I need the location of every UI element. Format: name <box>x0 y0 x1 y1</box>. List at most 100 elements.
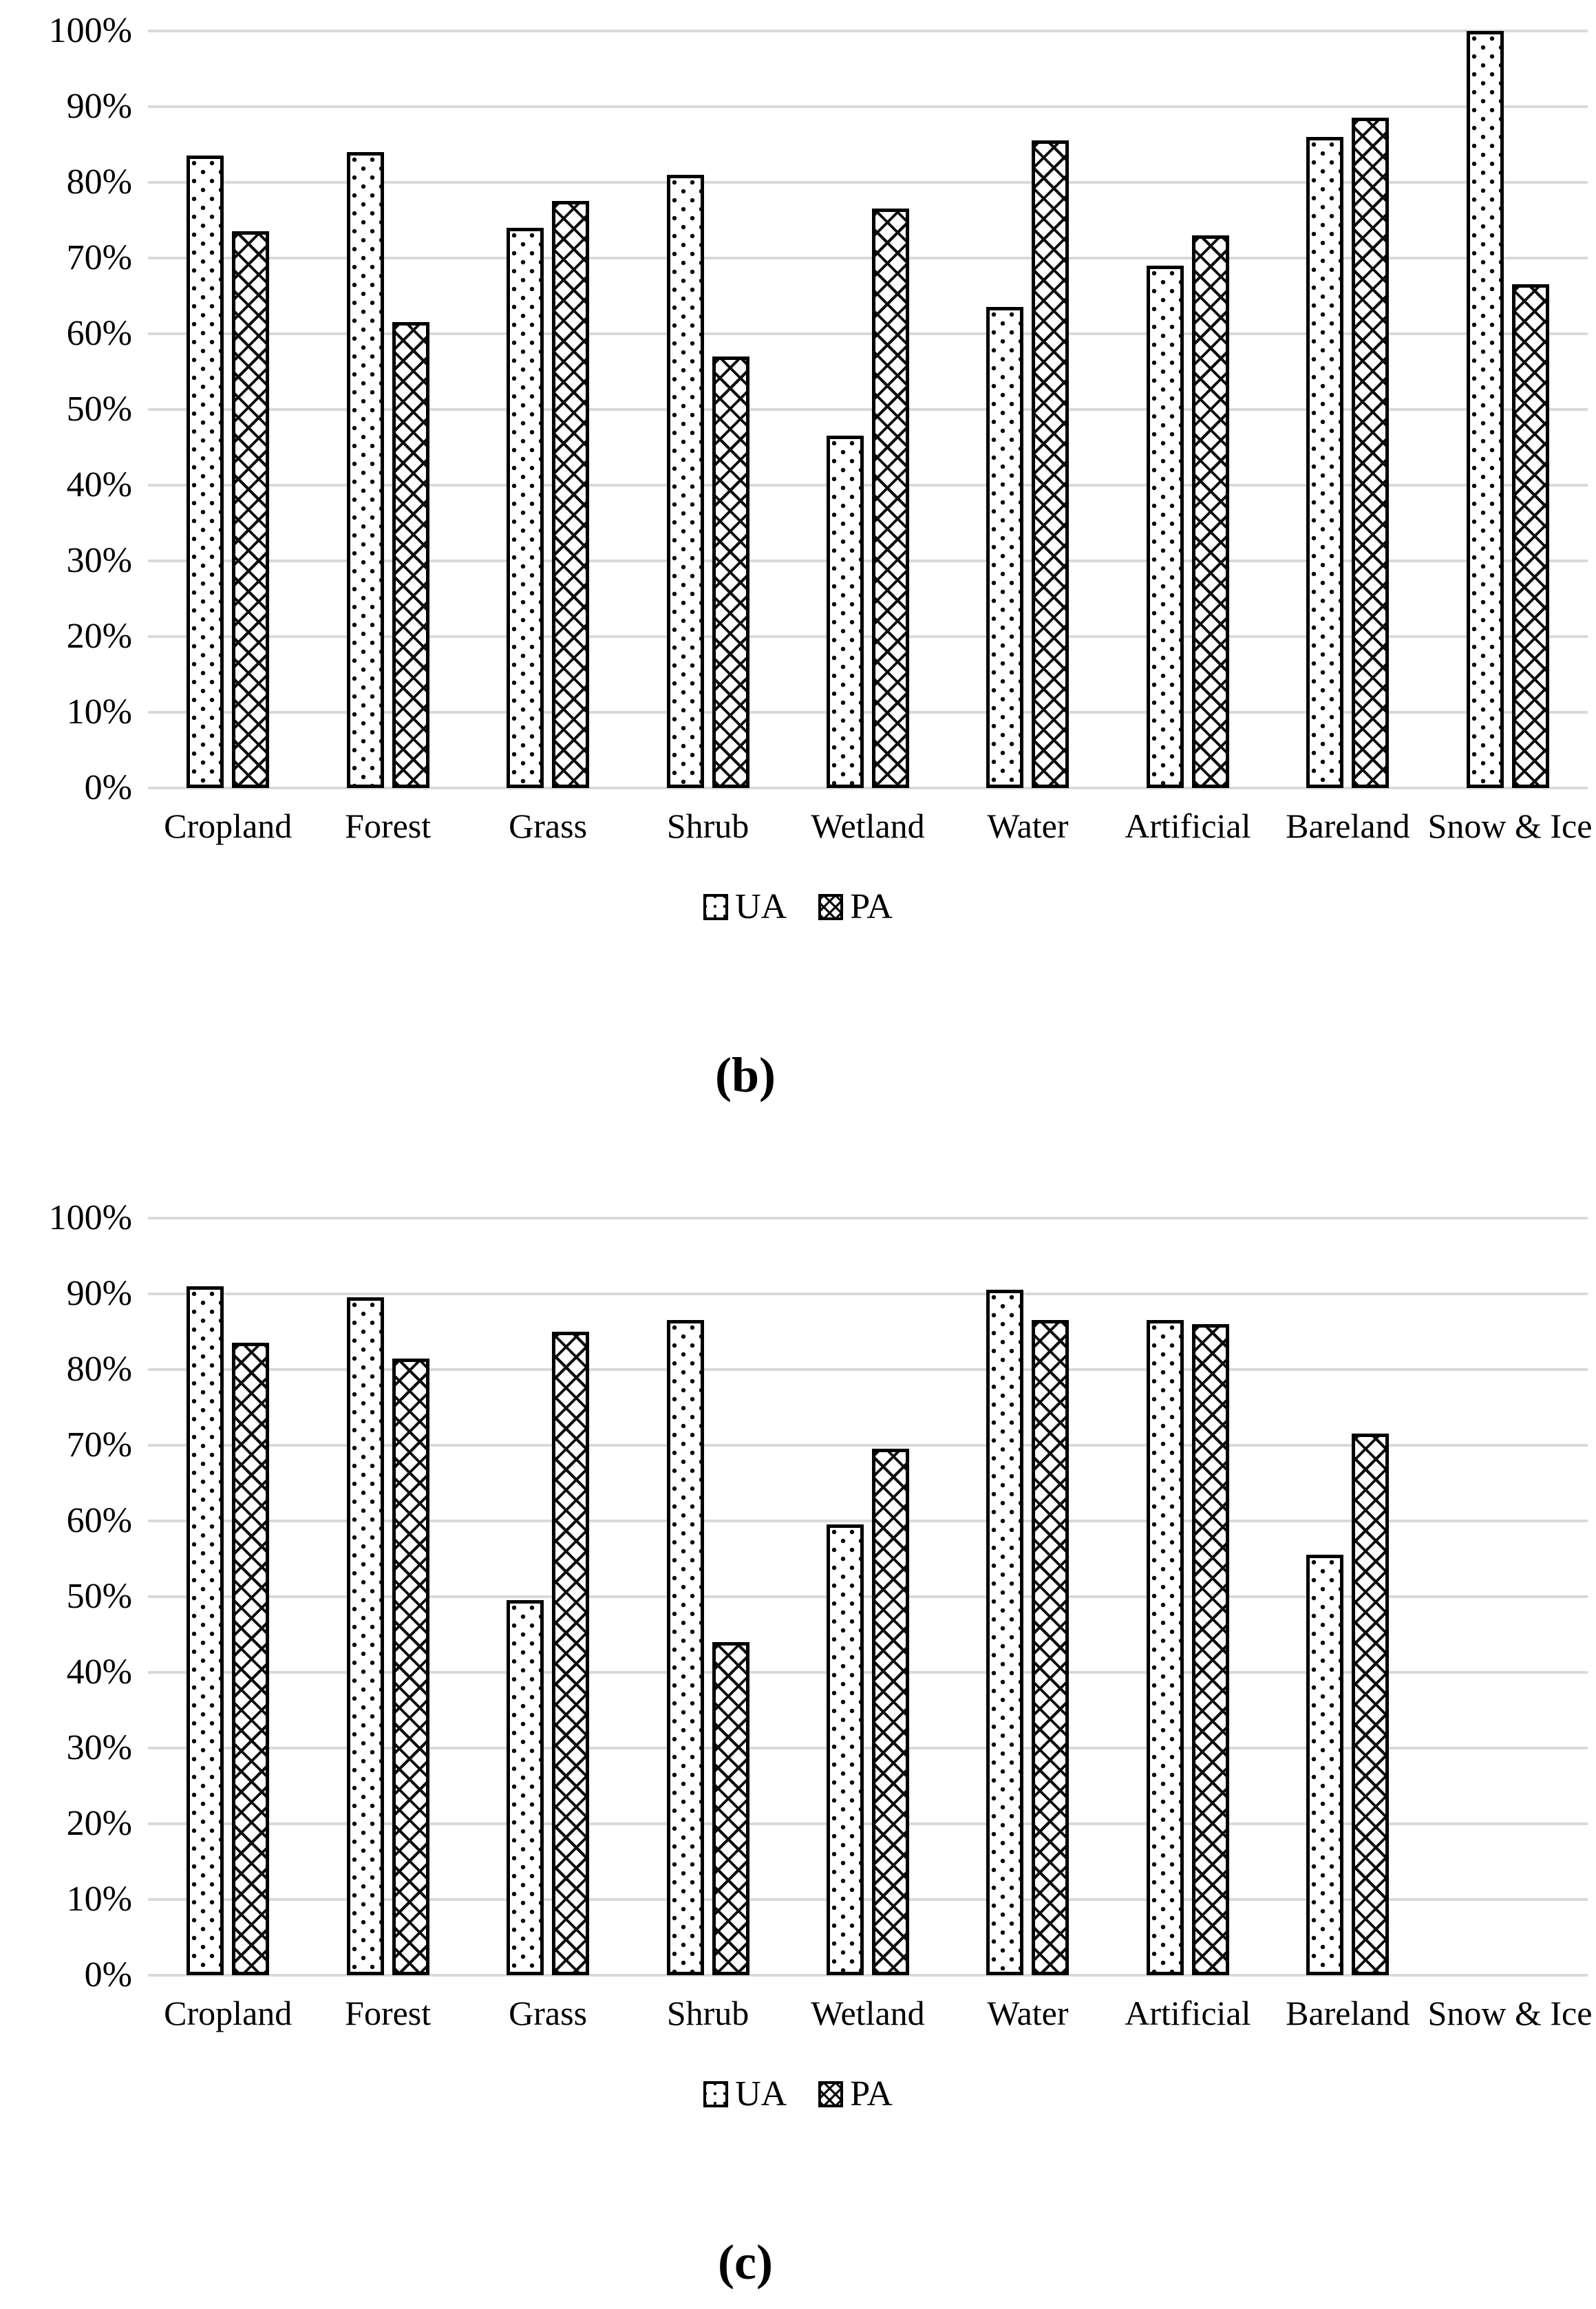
bar-c-forest-pa <box>392 1359 429 1975</box>
y-tick-label-c-60: 60% <box>66 1501 132 1540</box>
x-label-c-forest: Forest <box>345 1994 432 2032</box>
gridline-c-60 <box>148 1520 1588 1522</box>
gridline-b-30 <box>148 560 1588 562</box>
gridline-b-10 <box>148 711 1588 714</box>
bar-c-artificial-ua <box>1146 1320 1184 1975</box>
gridline-c-90 <box>148 1292 1588 1295</box>
bar-c-grass-pa <box>552 1332 590 1975</box>
pa-pattern-swatch-icon <box>818 894 844 920</box>
y-tick-label-c-50: 50% <box>66 1577 132 1616</box>
y-tick-label-c-90: 90% <box>66 1274 132 1313</box>
legend-item-c-pa: PA <box>818 2075 893 2114</box>
y-tick-label-c-10: 10% <box>66 1880 132 1919</box>
chart-c-y-axis: 100% 90% 80% 70% 60% 50% 40% 30% 20% 10% 0% <box>0 1199 132 1994</box>
y-tick-label-c-40: 40% <box>66 1652 132 1692</box>
bar-b-snow-ice-ua <box>1466 31 1504 788</box>
ua-pattern-swatch-icon <box>703 894 729 920</box>
gridline-c-10 <box>148 1898 1588 1901</box>
bar-c-shrub-pa <box>712 1642 749 1975</box>
legend-item-b-ua: UA <box>703 888 787 926</box>
y-tick-label-b-70: 70% <box>66 238 132 277</box>
chart-b-x-axis: Cropland Forest Grass Shrub Wetland Water Arti… <box>148 807 1593 848</box>
x-label-b-forest: Forest <box>345 807 432 845</box>
gridline-b-80 <box>148 181 1588 184</box>
y-tick-label-b-80: 80% <box>66 162 132 202</box>
chart-c-x-axis: Cropland Forest Grass Shrub Wetland Water Arti… <box>148 1994 1593 2035</box>
ua-pattern-swatch-icon <box>703 2081 729 2107</box>
chart-b-plot-area <box>148 30 1588 789</box>
x-label-c-water: Water <box>987 1994 1069 2032</box>
x-label-b-snow-ice: Snow & Ice <box>1427 807 1593 845</box>
gridline-b-50 <box>148 408 1588 411</box>
bar-c-bareland-pa <box>1352 1434 1390 1975</box>
bar-b-wetland-pa <box>872 209 909 788</box>
chart-b-legend: UA PA <box>0 888 1596 926</box>
x-label-c-artificial: Artificial <box>1125 1994 1251 2032</box>
bar-c-shrub-ua <box>666 1320 704 1975</box>
chart-c-plot-area <box>148 1217 1588 1977</box>
gridline-c-70 <box>148 1444 1588 1447</box>
x-label-b-shrub: Shrub <box>666 807 749 845</box>
y-tick-label-b-20: 20% <box>66 617 132 656</box>
gridline-b-60 <box>148 332 1588 335</box>
gridline-b-90 <box>148 105 1588 108</box>
y-tick-label-c-80: 80% <box>66 1350 132 1389</box>
gridline-b-70 <box>148 257 1588 259</box>
x-label-c-snow-ice: Snow & Ice <box>1427 1994 1593 2032</box>
chart-c: 100% 90% 80% 70% 60% 50% 40% 30% 20% 10% 0% Cropla… <box>0 1187 1596 2309</box>
y-tick-label-b-0: 0% <box>84 768 132 807</box>
bar-b-forest-pa <box>392 322 429 788</box>
gridline-c-80 <box>148 1368 1588 1371</box>
bar-c-water-pa <box>1032 1320 1070 1975</box>
gridline-b-0 <box>148 787 1588 789</box>
x-label-c-bareland: Bareland <box>1286 1994 1410 2032</box>
gridline-c-0 <box>148 1974 1588 1977</box>
y-tick-label-b-30: 30% <box>66 541 132 580</box>
y-tick-label-b-10: 10% <box>66 692 132 732</box>
x-label-b-water: Water <box>987 807 1069 845</box>
bar-b-bareland-pa <box>1352 118 1390 788</box>
bar-b-artificial-ua <box>1146 266 1184 788</box>
y-tick-label-c-30: 30% <box>66 1728 132 1767</box>
y-tick-label-c-20: 20% <box>66 1804 132 1843</box>
y-tick-label-b-40: 40% <box>66 465 132 504</box>
gridline-c-100 <box>148 1217 1588 1220</box>
bar-c-cropland-ua <box>187 1286 224 1975</box>
x-label-b-wetland: Wetland <box>811 807 925 845</box>
x-label-c-cropland: Cropland <box>164 1994 292 2032</box>
y-tick-label-c-0: 0% <box>84 1955 132 1994</box>
legend-label-b-pa: PA <box>850 887 893 926</box>
gridline-c-40 <box>148 1671 1588 1674</box>
bar-c-grass-ua <box>507 1600 544 1975</box>
bar-c-bareland-ua <box>1306 1555 1344 1975</box>
bar-b-snow-ice-pa <box>1511 284 1549 788</box>
pa-pattern-swatch-icon <box>818 2081 844 2107</box>
y-tick-label-b-60: 60% <box>66 314 132 353</box>
chart-c-legend: UA PA <box>0 2075 1596 2114</box>
y-tick-label-c-70: 70% <box>66 1425 132 1465</box>
chart-c-caption: (c) <box>718 2235 773 2290</box>
legend-item-b-pa: PA <box>818 888 893 926</box>
bar-b-bareland-ua <box>1306 137 1344 788</box>
chart-b-y-axis: 100% 90% 80% 70% 60% 50% 40% 30% 20% 10% 0% <box>0 12 132 807</box>
y-tick-label-b-90: 90% <box>66 87 132 126</box>
gridline-b-20 <box>148 635 1588 638</box>
bar-c-wetland-ua <box>827 1524 864 1975</box>
chart-b: 100% 90% 80% 70% 60% 50% 40% 30% 20% 10% 0% Cropla… <box>0 0 1596 1122</box>
gridline-c-50 <box>148 1595 1588 1598</box>
bar-c-cropland-pa <box>232 1343 270 1975</box>
bar-b-forest-ua <box>346 152 384 788</box>
bar-b-shrub-pa <box>712 357 749 788</box>
bar-b-water-ua <box>986 307 1024 788</box>
y-tick-label-c-100: 100% <box>48 1198 132 1237</box>
bar-b-grass-ua <box>507 228 544 788</box>
bar-b-shrub-ua <box>666 175 704 788</box>
x-label-b-cropland: Cropland <box>164 807 292 845</box>
x-label-b-grass: Grass <box>509 807 588 845</box>
gridline-b-100 <box>148 30 1588 32</box>
x-label-c-shrub: Shrub <box>666 1994 749 2032</box>
legend-label-c-pa: PA <box>850 2074 893 2114</box>
bar-b-cropland-pa <box>232 231 270 788</box>
gridline-b-40 <box>148 484 1588 487</box>
